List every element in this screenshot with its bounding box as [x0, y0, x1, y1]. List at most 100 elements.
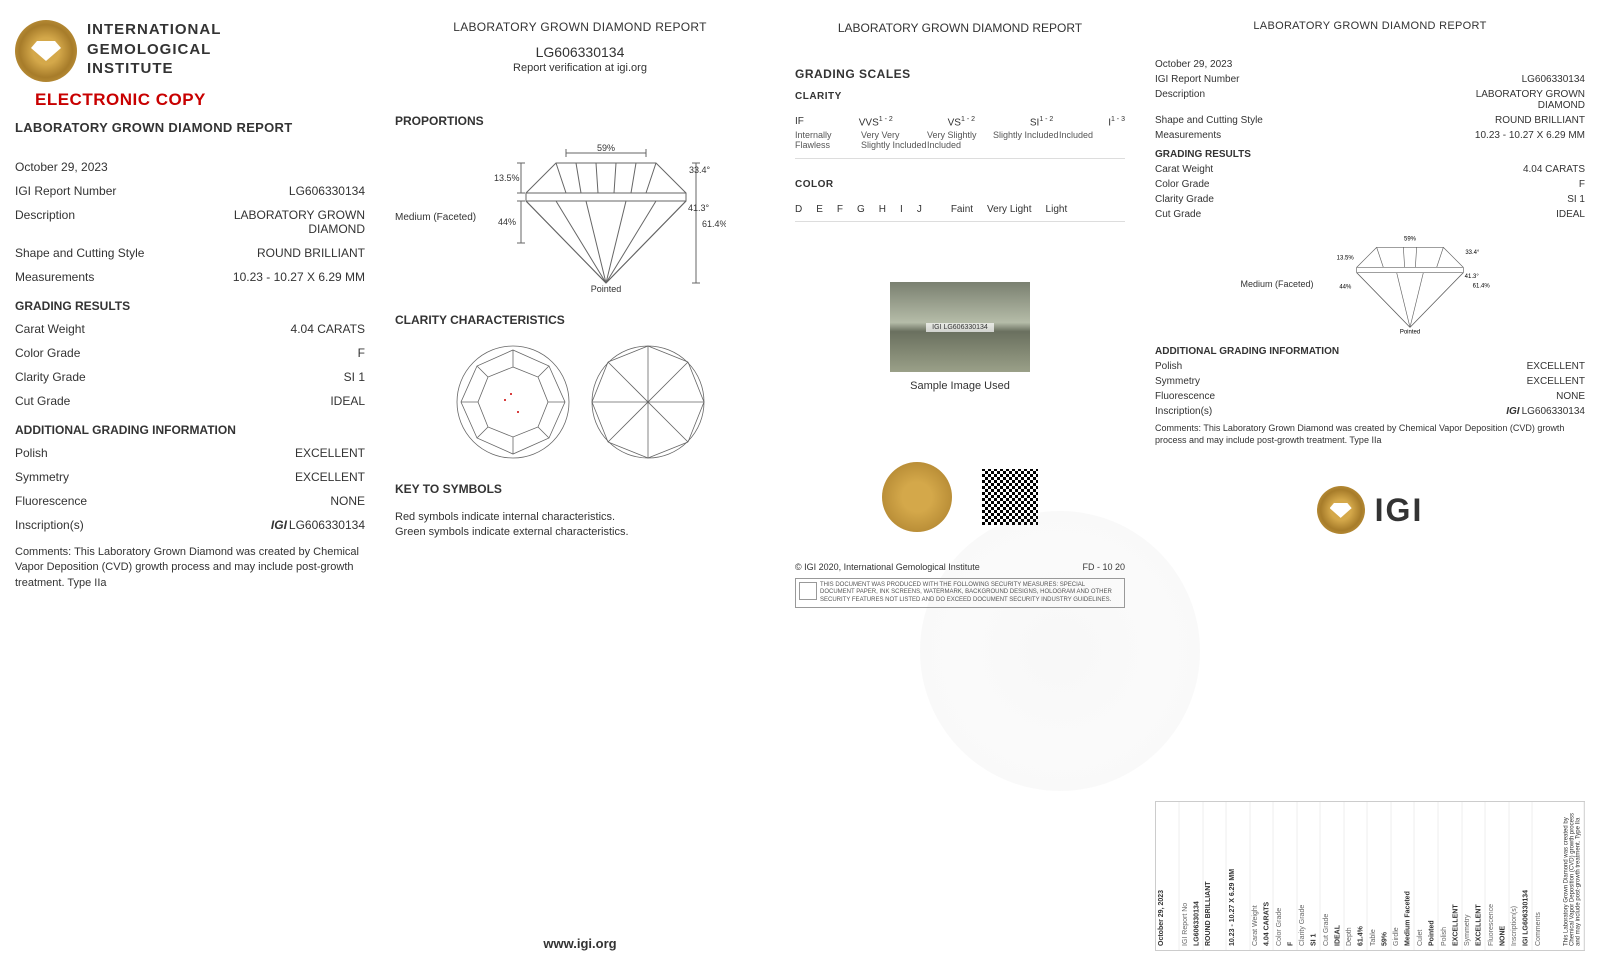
c4-meas: Measurements10.23 - 10.27 X 6.29 MM — [1155, 128, 1585, 143]
igi-logo-small-icon — [1317, 486, 1365, 534]
additional-info-head: ADDITIONAL GRADING INFORMATION — [15, 423, 365, 437]
fluorescence-row: Fluorescence NONE — [15, 489, 365, 513]
igi-brand-row: IGI — [1155, 486, 1585, 534]
label: Color Grade — [15, 346, 80, 360]
color-group: Light — [1046, 204, 1068, 215]
value: 10.23 - 10.27 X 6.29 MM — [233, 270, 365, 284]
color-scale-head: COLOR — [795, 179, 1125, 190]
proportions-diagram: Medium (Faceted) 59% 33.4° 61.4% 41.3° 1… — [395, 143, 765, 293]
svg-text:Pointed: Pointed — [1399, 329, 1419, 334]
side-insc: Inscription(s)IGI LG606330134 — [1509, 802, 1533, 950]
svg-text:61.4%: 61.4% — [1472, 283, 1490, 289]
clarity-top-view-icon — [453, 342, 573, 462]
inscription-number: LG606330134 — [289, 518, 365, 532]
col2-verify-text: Report verification at igi.org — [395, 62, 765, 74]
color-letter: E — [816, 204, 823, 215]
label: Clarity Grade — [15, 370, 86, 384]
c4-inscription: Inscription(s)IGILG606330134 — [1155, 404, 1585, 419]
svg-text:44%: 44% — [1339, 285, 1352, 291]
side-table: Table59% — [1368, 802, 1392, 950]
svg-text:59%: 59% — [1404, 237, 1417, 243]
c4-carat: Carat Weight4.04 CARATS — [1155, 162, 1585, 177]
org-line1: INTERNATIONAL — [87, 20, 221, 40]
col2-report-number: LG606330134 — [395, 44, 765, 60]
rotated-summary-panel: October 29, 2023 IGI Report NoLG60633013… — [1155, 801, 1585, 951]
igi-logo-icon — [15, 20, 77, 82]
svg-text:41.3°: 41.3° — [1464, 274, 1479, 280]
c4-cut: Cut GradeIDEAL — [1155, 207, 1585, 222]
side-date: October 29, 2023 — [1156, 802, 1180, 950]
c4-report-num: IGI Report NumberLG606330134 — [1155, 72, 1585, 87]
c4-comments: Comments: This Laboratory Grown Diamond … — [1155, 423, 1585, 446]
fd-code: FD - 10 20 — [1082, 562, 1125, 572]
color-letter: F — [837, 204, 843, 215]
color-group: Very Light — [987, 204, 1031, 215]
igi-inscription-icon: IGI — [271, 518, 287, 532]
sample-inscription: IGI LG606330134 — [926, 323, 994, 332]
mini-proportions: Medium (Faceted) 59% 33.4° 61.4% 41.3° 1… — [1155, 234, 1585, 334]
label: Cut Grade — [15, 394, 70, 408]
grading-scales-head: GRADING SCALES — [795, 67, 1125, 81]
value: SI 1 — [344, 370, 365, 384]
color-row: Color Grade F — [15, 341, 365, 365]
c4-shape: Shape and Cutting StyleROUND BRILLIANT — [1155, 113, 1585, 128]
c4-clarity: Clarity GradeSI 1 — [1155, 192, 1585, 207]
side-depth: Depth61.4% — [1344, 802, 1368, 950]
crown-angle: 33.4° — [689, 165, 711, 175]
depth-pct: 61.4% — [702, 219, 726, 229]
comments-text: Comments: This Laboratory Grown Diamond … — [15, 545, 365, 591]
clarity-scale-top: IF VVS1 - 2 VS1 - 2 SI1 - 2 I1 - 3 — [795, 112, 1125, 130]
igi-seal-icon — [882, 462, 952, 532]
col3-title: LABORATORY GROWN DIAMOND REPORT — [795, 20, 1125, 37]
scale-item: SI1 - 2 — [1030, 116, 1053, 128]
summary-panel: LABORATORY GROWN DIAMOND REPORT October … — [1140, 0, 1600, 971]
crown-pct: 13.5% — [494, 173, 520, 183]
org-line3: INSTITUTE — [87, 59, 221, 79]
side-shape: ROUND BRILLIANT — [1203, 802, 1227, 950]
col4-title: LABORATORY GROWN DIAMOND REPORT — [1155, 20, 1585, 32]
clarity-bottom-view-icon — [588, 342, 708, 462]
key-symbols-head: KEY TO SYMBOLS — [395, 482, 765, 496]
org-line2: GEMOLOGICAL — [87, 40, 221, 60]
value: EXCELLENT — [295, 446, 365, 460]
color-letter: D — [795, 204, 802, 215]
label: Carat Weight — [15, 322, 85, 336]
label: Measurements — [15, 270, 94, 284]
value: NONE — [330, 494, 365, 508]
scale-item: VVS1 - 2 — [859, 116, 893, 128]
label: Symmetry — [15, 470, 69, 484]
scale-desc: Internally Flawless — [795, 130, 861, 150]
clarity-char-head: CLARITY CHARACTERISTICS — [395, 313, 765, 327]
svg-text:33.4°: 33.4° — [1465, 250, 1480, 256]
clarity-scale-bottom: Internally Flawless Very Very Slightly I… — [795, 130, 1125, 159]
key-red-text: Red symbols indicate internal characteri… — [395, 511, 765, 523]
color-scale-row: D E F G H I J Faint Very Light Light — [795, 200, 1125, 222]
label: Inscription(s) — [15, 518, 84, 532]
value: F — [358, 346, 365, 360]
inscription-row: Inscription(s) IGILG606330134 — [15, 513, 365, 537]
c4-symmetry: SymmetryEXCELLENT — [1155, 374, 1585, 389]
table-pct: 59% — [597, 143, 615, 153]
polish-row: PolishEXCELLENT — [15, 441, 365, 465]
side-rn: IGI Report NoLG606330134 — [1180, 802, 1204, 950]
shape-row: Shape and Cutting StyleROUND BRILLIANT — [15, 241, 365, 265]
girdle-label: Medium (Faceted) — [395, 212, 476, 224]
pavilion-pct: 44% — [498, 217, 516, 227]
mini-diamond-icon: 59% 33.4° 61.4% 41.3° 13.5% 44% Pointed — [1320, 234, 1500, 334]
carat-row: Carat Weight4.04 CARATS — [15, 317, 365, 341]
c4-desc: DescriptionLABORATORY GROWN DIAMOND — [1155, 87, 1585, 113]
clarity-diagrams — [395, 342, 765, 462]
side-polish: PolishEXCELLENT — [1439, 802, 1463, 950]
color-letter: I — [900, 204, 903, 215]
symmetry-row: SymmetryEXCELLENT — [15, 465, 365, 489]
side-comments: CommentsThis Laboratory Grown Diamond wa… — [1533, 802, 1584, 950]
c4-fluorescence: FluorescenceNONE — [1155, 389, 1585, 404]
report-panel-left: INTERNATIONAL GEMOLOGICAL INSTITUTE ELEC… — [0, 0, 380, 971]
color-letter: G — [857, 204, 865, 215]
label: Shape and Cutting Style — [15, 246, 144, 260]
electronic-copy-label: ELECTRONIC COPY — [35, 90, 365, 110]
label: Description — [15, 208, 75, 236]
side-culet: CuletPointed — [1415, 802, 1439, 950]
report-number-row: IGI Report NumberLG606330134 — [15, 179, 365, 203]
label: Fluorescence — [15, 494, 87, 508]
